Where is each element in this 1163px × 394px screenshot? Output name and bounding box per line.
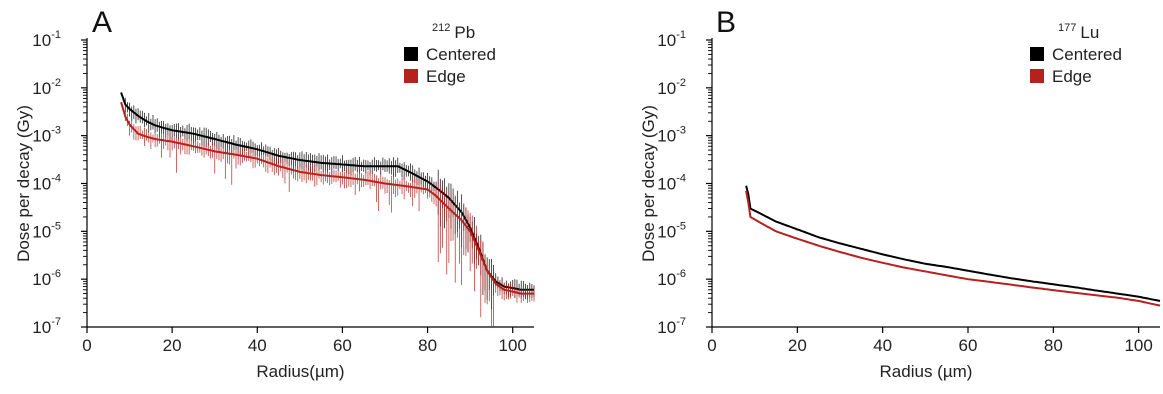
x-tick-label: 20 [788, 336, 807, 355]
legend-label-centered: Centered [426, 45, 496, 64]
y-tick-exponent: -1 [676, 29, 686, 41]
x-tick-label: 40 [873, 336, 892, 355]
y-tick-label: 10-3 [32, 125, 61, 146]
legend-swatch-edge [404, 69, 418, 83]
x-tick-label: 60 [333, 336, 352, 355]
y-tick-label: 10-6 [657, 268, 686, 289]
y-tick-label: 10-3 [657, 125, 686, 146]
y-tick-exponent: -1 [51, 29, 61, 41]
y-tick-exponent: -3 [51, 125, 61, 137]
x-tick-label: 20 [163, 336, 182, 355]
series-line-edge [745, 190, 1161, 307]
series-centered [120, 92, 535, 310]
y-tick-label: 10-7 [32, 316, 61, 337]
x-axis-title: Radius(µm) [256, 362, 344, 381]
isotope-symbol: Pb [454, 23, 475, 42]
x-tick-label: 40 [248, 336, 267, 355]
legend-label-centered: Centered [1052, 45, 1122, 64]
x-tick-label: 80 [418, 336, 437, 355]
y-tick-label: 10-4 [32, 173, 61, 194]
isotope-mass-number: 177 [1058, 22, 1076, 34]
y-tick-exponent: -6 [676, 268, 686, 280]
y-axis-title: Dose per decay (Gy) [639, 105, 658, 262]
legend-label-edge: Edge [426, 67, 466, 86]
y-tick-label: 10-1 [32, 29, 61, 50]
x-tick-label: 80 [1044, 336, 1063, 355]
y-tick-label: 10-5 [657, 220, 686, 241]
x-tick-label: 100 [499, 336, 527, 355]
y-tick-label: 10-2 [657, 77, 686, 98]
y-tick-label: 10-5 [32, 220, 61, 241]
isotope-mass-number: 212 [432, 22, 450, 34]
legend-label-edge: Edge [1052, 67, 1092, 86]
y-tick-exponent: -6 [51, 268, 61, 280]
y-tick-exponent: -5 [676, 220, 686, 232]
chart-panel-a: 0 20 40 60 80 100 10-1 10-2 10-3 10-4 10-5 10-6 10-7… [14, 6, 535, 381]
panel-letter: B [716, 6, 736, 39]
legend-isotope-title: 212 Pb [432, 22, 475, 42]
y-axis-title: Dose per decay (Gy) [14, 105, 33, 262]
series-line-centered [745, 185, 1161, 302]
y-tick-exponent: -4 [51, 173, 61, 185]
panel-letter: A [92, 6, 112, 39]
y-tick-exponent: -7 [676, 316, 686, 328]
y-tick-label: 10-2 [32, 77, 61, 98]
y-tick-label: 10-4 [657, 173, 686, 194]
legend-isotope-title: 177 Lu [1058, 22, 1099, 42]
x-axis-title: Radius (µm) [880, 362, 973, 381]
series-edge [120, 101, 535, 327]
x-tick-label: 0 [707, 336, 716, 355]
y-tick-exponent: -4 [676, 173, 686, 185]
series-line-centered [120, 92, 534, 291]
legend-swatch-centered [404, 47, 418, 61]
chart-panel-b: 0 20 40 60 80 100 10-1 10-2 10-3 10-4 10-5 10-6 10-7… [639, 6, 1161, 381]
x-tick-label: 0 [82, 336, 91, 355]
y-tick-exponent: -7 [51, 316, 61, 328]
isotope-symbol: Lu [1080, 23, 1099, 42]
series-line-edge [120, 101, 534, 295]
y-tick-exponent: -5 [51, 220, 61, 232]
y-tick-exponent: -3 [676, 125, 686, 137]
legend-swatch-centered [1030, 47, 1044, 61]
x-tick-label: 60 [959, 336, 978, 355]
y-tick-label: 10-7 [657, 316, 686, 337]
x-tick-label: 100 [1124, 336, 1152, 355]
y-tick-exponent: -2 [676, 77, 686, 89]
y-tick-exponent: -2 [51, 77, 61, 89]
series-centered [745, 185, 1161, 302]
series-edge [745, 190, 1161, 307]
legend-swatch-edge [1030, 69, 1044, 83]
y-tick-label: 10-6 [32, 268, 61, 289]
y-tick-label: 10-1 [657, 29, 686, 50]
